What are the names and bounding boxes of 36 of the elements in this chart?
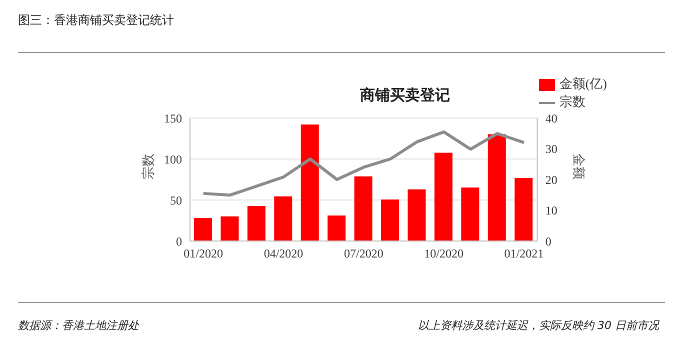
y-tick-label: 50 <box>170 193 182 208</box>
bar <box>247 206 266 241</box>
y-tick-label: 0 <box>176 234 182 248</box>
bar <box>381 199 400 241</box>
bar <box>274 196 292 241</box>
x-tick-label: 10/2020 <box>424 246 464 261</box>
x-tick-label: 07/2020 <box>344 246 384 261</box>
legend-label: 金额(亿) <box>559 76 607 91</box>
bar <box>220 216 239 241</box>
x-tick-label: 01/2021 <box>504 246 544 261</box>
y2-tick-label: 10 <box>545 204 558 218</box>
y2-tick-label: 0 <box>545 234 552 248</box>
bar <box>300 124 319 241</box>
y2-tick-label: 40 <box>545 111 558 126</box>
bar <box>514 178 533 241</box>
bar <box>194 218 212 241</box>
y-axis-title: 宗数 <box>140 154 156 180</box>
x-tick-label: 04/2020 <box>264 246 304 261</box>
y-tick-label: 100 <box>164 152 182 166</box>
chart-subtitle: 商铺买卖登记 <box>359 86 451 105</box>
bar <box>461 187 480 241</box>
y2-tick-label: 30 <box>545 142 558 156</box>
bar <box>488 134 506 241</box>
text: 以上资料涉及统计延迟，实际反映约 30 日前市况 <box>418 318 659 333</box>
y-tick-label: 150 <box>164 111 182 126</box>
text: 数据源：香港土地注册处 <box>18 318 139 333</box>
bar <box>434 152 452 241</box>
chart-title: 图三：香港商铺买卖登记统计 <box>18 12 174 29</box>
legend-label: 宗数 <box>559 94 586 110</box>
bar <box>354 176 372 241</box>
y2-axis-title: 金额 <box>572 154 587 180</box>
line-series <box>202 130 526 197</box>
x-tick-label: 01/2020 <box>184 246 224 261</box>
bar <box>328 215 346 241</box>
bar <box>408 189 426 241</box>
y2-tick-label: 20 <box>545 172 558 187</box>
